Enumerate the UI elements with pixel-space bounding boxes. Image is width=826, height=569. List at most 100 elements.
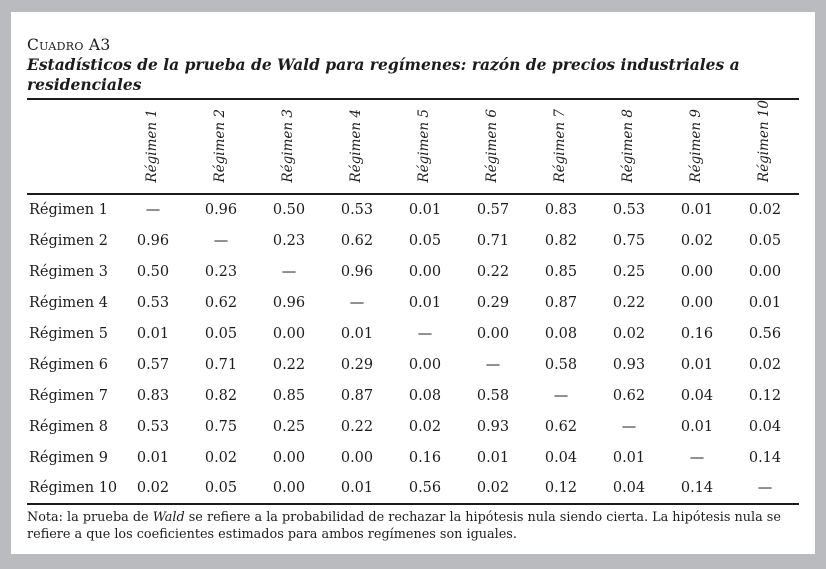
cell-value: — [213,232,229,249]
cell-value: 0.01 [680,356,714,373]
cell-value: 0.93 [476,418,510,435]
row-header: Régimen 8 [29,418,108,435]
cell-value: 0.05 [187,473,255,506]
cell-value: 0.02 [408,418,442,435]
row-header: Régimen 6 [29,356,108,373]
column-header-label: Régimen 4 [348,108,365,183]
cell-value: 0.00 [748,263,782,280]
cell-value: 0.04 [680,387,714,404]
cell-value: 0.25 [272,418,306,435]
cell-value: 0.01 [680,418,714,435]
table-row: Régimen 9 0.01 0.02 0.00 0.00 0.16 0.01 0.04 0.0… [27,442,799,473]
cell-value: 0.29 [340,356,374,373]
cell-value: 0.00 [272,449,306,466]
cell-value: 0.53 [340,202,374,219]
row-header: Régimen 4 [29,294,108,311]
row-header: Régimen 9 [29,449,108,466]
column-header: Régimen 7 [527,100,595,196]
cell-value: 0.08 [544,325,578,342]
note-prefix: Nota: la prueba de [27,510,153,526]
cell-value: 0.57 [136,356,170,373]
cell-value: 0.05 [748,232,782,249]
column-header: Régimen 10 [731,100,799,196]
column-header-label: Régimen 5 [416,108,433,183]
cell-value: 0.93 [612,356,646,373]
cell-value: 0.82 [204,387,238,404]
cell-value: 0.01 [408,294,442,311]
table-row: Régimen 2 0.96 — 0.23 0.62 0.05 0.71 0.82 0.75 0.… [27,225,799,256]
cell-value: 0.12 [748,387,782,404]
cell-value: 0.00 [255,473,323,506]
cell-value: 0.01 [680,202,714,219]
cell-value: 0.01 [476,449,510,466]
column-header: Régimen 9 [663,100,731,196]
cell-value: 0.05 [408,232,442,249]
table-row: Régimen 3 0.50 0.23 — 0.96 0.00 0.22 0.85 0.25 0.… [27,256,799,287]
cell-value: 0.96 [136,232,170,249]
cell-value: 0.23 [204,263,238,280]
cell-value: — [417,325,433,342]
cell-value: — [731,473,799,506]
cell-value: 0.62 [612,387,646,404]
table-row: Régimen 8 0.53 0.75 0.25 0.22 0.02 0.93 0.62 — 0.… [27,411,799,442]
cell-value: 0.50 [272,202,306,219]
cell-value: 0.04 [595,473,663,506]
cell-value: 0.05 [204,325,238,342]
cell-value: 0.04 [748,418,782,435]
cell-value: 0.87 [340,387,374,404]
column-header: Régimen 3 [255,100,323,196]
cell-value: 0.00 [272,325,306,342]
row-header: Régimen 3 [29,263,108,280]
cell-value: 0.01 [340,325,374,342]
column-header-label: Régimen 3 [280,108,297,183]
cell-value: 0.02 [748,356,782,373]
table-title: Estadísticos de la prueba de Wald para r… [27,55,799,101]
cell-value: 0.22 [612,294,646,311]
cell-value: 0.56 [748,325,782,342]
row-header: Régimen 2 [29,232,108,249]
cell-value: 0.00 [476,325,510,342]
cell-value: 0.96 [204,202,238,219]
cell-value: 0.53 [612,202,646,219]
table-row: Régimen 5 0.01 0.05 0.00 0.01 — 0.00 0.08 0.02 0.… [27,318,799,349]
cell-value: 0.12 [527,473,595,506]
column-header: Régimen 2 [187,100,255,196]
cell-value: 0.75 [612,232,646,249]
column-header: Régimen 5 [391,100,459,196]
cell-value: 0.01 [136,325,170,342]
cell-value: 0.14 [748,449,782,466]
cell-value: 0.57 [476,202,510,219]
cell-value: 0.50 [136,263,170,280]
cell-value: 0.62 [340,232,374,249]
table-label: Cuadro A3 [27,36,111,54]
cell-value: 0.83 [136,387,170,404]
table-row: Régimen 4 0.53 0.62 0.96 — 0.01 0.29 0.87 0.22 0.… [27,287,799,318]
cell-value: 0.02 [459,473,527,506]
cell-value: 0.00 [340,449,374,466]
note-emphasis: Wald [152,510,185,526]
column-header-label: Régimen 10 [756,100,773,183]
cell-value: 0.22 [340,418,374,435]
cell-value: — [485,356,501,373]
column-header-label: Régimen 2 [212,108,229,183]
row-header: Régimen 10 [27,473,119,506]
row-header: Régimen 5 [29,325,108,342]
column-header-label: Régimen 1 [144,108,161,183]
column-header: Régimen 1 [119,100,187,196]
cell-value: 0.02 [204,449,238,466]
table-row: Régimen 10 0.02 0.05 0.00 0.01 0.56 0.02 0.12 0.… [27,473,799,506]
cell-value: 0.00 [408,263,442,280]
cell-value: 0.53 [136,294,170,311]
cell-value: 0.62 [204,294,238,311]
cell-value: 0.02 [680,232,714,249]
table-note: Nota: la prueba de Wald se refiere a la … [27,510,799,543]
cell-value: 0.01 [748,294,782,311]
column-header-label: Régimen 9 [688,108,705,183]
row-header: Régimen 7 [29,387,108,404]
table-header-row: Régimen 1 Régimen 2 Régimen 3 Régimen 4 Régi… [27,100,799,196]
cell-value: 0.85 [272,387,306,404]
cell-value: 0.87 [544,294,578,311]
column-header: Régimen 8 [595,100,663,196]
document-page: Cuadro A3 Estadísticos de la prueba de W… [11,12,815,554]
note-suffix: se refiere a la probabilidad de rechazar… [27,510,781,542]
